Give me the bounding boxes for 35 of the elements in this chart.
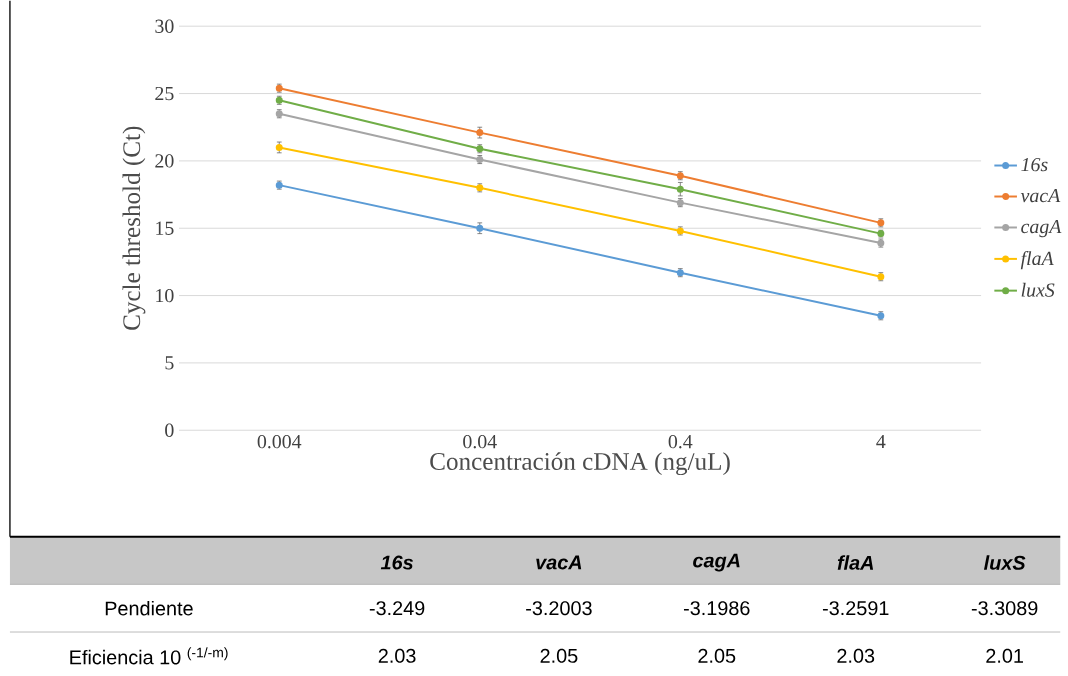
y-axis-title: Cycle threshold (Ct) — [122, 126, 146, 331]
data-label: -3.3089 — [971, 601, 1038, 616]
category-label: vacA — [536, 555, 582, 570]
legend-label: flaA — [1020, 251, 1054, 270]
data-label: 2.03 — [378, 648, 416, 664]
data-label: -3.249 — [369, 601, 425, 616]
y-tick-label: 15 — [156, 221, 174, 236]
text: Eficiencia 10 $^{(-1/-m)}$ — [70, 647, 228, 665]
x-tick-label: 0.04 — [463, 435, 497, 449]
data-label: 2.05 — [540, 648, 578, 664]
data-label: -3.2591 — [822, 601, 889, 616]
x-tick-label: 4 — [876, 435, 886, 449]
y-tick-label: 25 — [155, 87, 174, 101]
category-label: flaA — [837, 555, 874, 570]
legend-label: luxS — [1021, 282, 1055, 297]
x-axis-title: Concentración cDNA (ng/uL) — [430, 452, 730, 476]
data-label: 2.01 — [986, 648, 1023, 664]
category-label: cagA — [693, 553, 740, 572]
data-label: -3.2003 — [526, 601, 592, 616]
legend-label: cagA — [1021, 220, 1062, 238]
data-label: 2.05 — [698, 648, 736, 664]
text: Pendiente — [105, 601, 193, 616]
y-tick-label: 30 — [155, 19, 174, 34]
legend-label: 16s — [1021, 158, 1048, 172]
x-tick-label: 0.4 — [668, 435, 693, 449]
y-tick-label: 20 — [155, 154, 174, 168]
x-tick-label: 0.004 — [257, 435, 302, 449]
y-tick-label: 5 — [165, 356, 174, 370]
category-label: luxS — [984, 555, 1026, 570]
data-label: -3.1986 — [683, 601, 750, 616]
category-label: 16s — [380, 555, 413, 570]
y-tick-label: 0 — [165, 423, 174, 438]
legend-label: vacA — [1020, 189, 1061, 203]
data-label: 2.03 — [837, 648, 875, 664]
y-tick-label: 10 — [156, 289, 174, 303]
